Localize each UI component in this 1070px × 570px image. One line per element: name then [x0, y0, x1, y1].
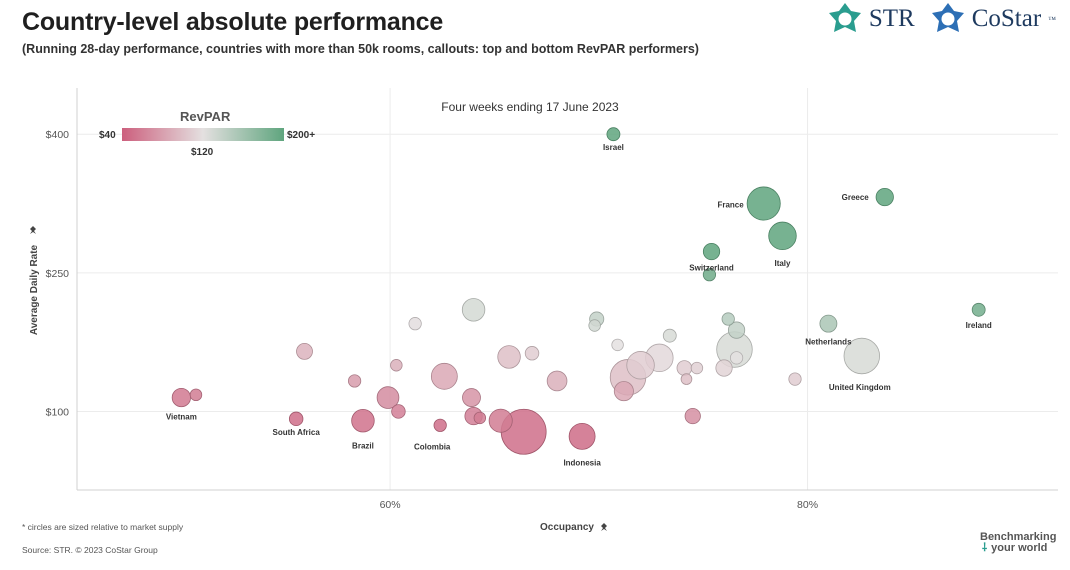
legend-min-label: $40 [99, 130, 116, 141]
label-italy: Italy [774, 259, 791, 268]
point-colombia [433, 418, 447, 432]
point [690, 361, 704, 375]
tagline-mark-icon: ⸸ [982, 542, 988, 554]
point [296, 342, 313, 360]
point [524, 346, 540, 361]
str-logo: STR [828, 2, 915, 36]
tagline-line-2: your world [991, 542, 1048, 554]
x-tick-label: 60% [380, 499, 401, 511]
label-colombia: Colombia [414, 442, 451, 451]
costar-star-icon [931, 3, 964, 32]
point-indonesia [568, 422, 596, 450]
point [488, 408, 513, 433]
size-footnote: * circles are sized relative to market s… [22, 522, 184, 532]
label-greece: Greece [842, 193, 870, 202]
point-south-africa [288, 411, 304, 427]
grid [77, 88, 1058, 490]
y-axis-label: Average Daily Rate [29, 244, 40, 335]
point [430, 362, 458, 390]
page-title: Country-level absolute performance [22, 8, 444, 36]
point [189, 388, 203, 402]
revpar-legend: RevPAR $40 $120 $200+ [99, 109, 315, 158]
point [611, 338, 624, 352]
axes: $100 $250 $400 60% 80% [46, 88, 1058, 511]
label-switzerland: Switzerland [689, 264, 734, 273]
point [788, 372, 802, 386]
point-vietnam [171, 387, 191, 408]
label-brazil: Brazil [352, 442, 374, 451]
point-italy [768, 221, 797, 251]
point-israel [606, 127, 621, 142]
point [473, 411, 487, 425]
y-axis-pin-icon [30, 226, 36, 234]
label-netherlands: Netherlands [805, 338, 852, 347]
str-star-icon [828, 3, 861, 32]
label-south-africa: South Africa [273, 428, 321, 437]
costar-logo: CoStar ™ [931, 2, 1056, 36]
point-netherlands [819, 314, 838, 333]
point [702, 268, 717, 282]
point [588, 319, 601, 332]
page-subtitle: (Running 28-day performance, countries w… [22, 42, 699, 56]
label-indonesia: Indonesia [563, 458, 601, 467]
y-tick-label: $250 [46, 268, 70, 280]
point [408, 317, 422, 331]
tagline-line-1: Benchmarking [980, 531, 1057, 543]
logo-group: STR CoStar ™ [828, 2, 1056, 36]
point [729, 351, 744, 365]
point [684, 407, 701, 425]
x-axis-label: Occupancy [540, 522, 594, 533]
x-tick-label: 80% [797, 499, 818, 511]
point [348, 374, 362, 388]
point [497, 345, 521, 369]
point-united-kingdom [843, 337, 880, 375]
legend-max-label: $200+ [287, 130, 315, 141]
point [390, 359, 403, 372]
point [391, 404, 406, 419]
point [721, 312, 735, 326]
point [626, 351, 655, 380]
label-france: France [717, 201, 744, 210]
point [715, 359, 733, 377]
point [546, 370, 568, 392]
chart-title: Four weeks ending 17 June 2023 [441, 100, 619, 114]
y-tick-label: $100 [46, 406, 70, 418]
point [462, 388, 481, 407]
point [727, 321, 746, 339]
point [676, 360, 693, 376]
point [662, 328, 677, 343]
source-note: Source: STR. © 2023 CoStar Group [22, 545, 158, 555]
x-axis-pin-icon [601, 523, 607, 531]
point-brazil [351, 408, 375, 433]
point-france [746, 186, 781, 221]
point-labels: Israel Greece France Italy Switzerland Irelan… [166, 143, 992, 467]
tagline: Benchmarking ⸸ your world [980, 532, 1056, 554]
label-vietnam: Vietnam [166, 413, 197, 422]
point [461, 298, 486, 322]
label-israel: Israel [603, 143, 624, 152]
legend-title: RevPAR [180, 109, 231, 124]
point-greece [875, 187, 894, 207]
label-ireland: Ireland [966, 321, 992, 330]
points [171, 127, 986, 455]
point [613, 381, 634, 402]
point-switzerland [702, 242, 721, 261]
point [376, 386, 400, 409]
legend-color-bar [122, 128, 284, 141]
point [680, 373, 693, 385]
label-united-kingdom: United Kingdom [829, 383, 891, 392]
legend-mid-label: $120 [191, 147, 214, 158]
y-tick-label: $400 [46, 129, 70, 141]
point-ireland [971, 302, 986, 317]
